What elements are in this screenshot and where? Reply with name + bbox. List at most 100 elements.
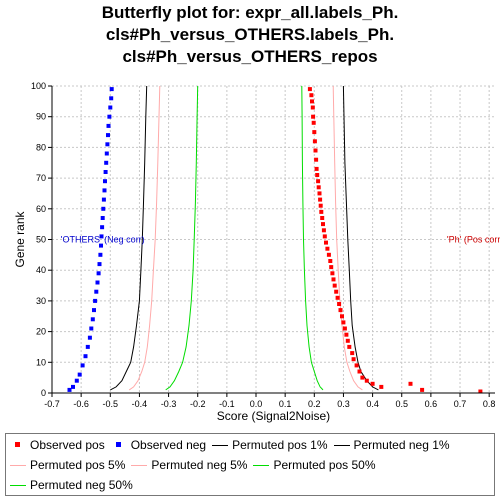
data-point-observed-pos (311, 114, 316, 119)
data-point-observed-pos (307, 87, 312, 92)
data-point-observed-pos (314, 157, 319, 162)
x-tick-label: -0.7 (44, 399, 60, 409)
data-point-observed-pos (360, 375, 365, 380)
data-point-observed-pos (314, 166, 319, 171)
x-tick-label: 0.0 (250, 399, 263, 409)
data-point-observed-neg (102, 188, 107, 193)
data-point-observed-pos (334, 289, 339, 294)
data-point-observed-neg (99, 243, 103, 248)
data-point-observed-pos (478, 389, 483, 394)
y-tick-label: 100 (31, 81, 46, 91)
data-point-observed-pos (338, 308, 343, 313)
data-point-observed-pos (319, 209, 324, 214)
legend-swatch (333, 440, 350, 450)
data-point-observed-neg (104, 160, 109, 165)
data-point-observed-neg (94, 289, 99, 294)
data-point-observed-pos (357, 369, 362, 374)
data-point-observed-pos (329, 265, 334, 270)
data-point-observed-pos (342, 326, 347, 331)
legend-label: Permuted neg 50% (30, 478, 133, 492)
data-point-observed-pos (320, 216, 325, 220)
x-tick-label: 0.7 (454, 399, 467, 409)
data-point-observed-neg (77, 372, 82, 377)
y-tick-label: 90 (36, 112, 46, 122)
data-point-observed-pos (330, 271, 335, 276)
title-line-1: Butterfly plot for: expr_all.labels_Ph. (101, 3, 399, 22)
series-line-permuted-neg-5- (128, 85, 161, 391)
legend-swatch (10, 440, 26, 450)
data-point-observed-pos (321, 228, 326, 233)
legend-row: Permuted neg 50% (10, 477, 139, 493)
data-point-observed-neg (96, 271, 101, 276)
data-point-observed-pos (364, 378, 369, 383)
data-point-observed-pos (309, 93, 314, 98)
data-point-observed-pos (332, 283, 337, 288)
data-point-observed-pos (313, 148, 318, 153)
data-point-observed-neg (103, 170, 108, 174)
y-tick-label: 10 (36, 357, 46, 367)
data-point-observed-pos (310, 99, 314, 104)
data-point-observed-neg (67, 387, 72, 392)
legend-item: Permuted neg 5% (131, 458, 247, 472)
legend-swatch (111, 440, 127, 450)
x-tick-label: 0.2 (308, 399, 321, 409)
data-point-observed-pos (335, 295, 340, 300)
x-axis-label: Score (Signal2Noise) (217, 409, 330, 423)
data-point-observed-neg (107, 114, 112, 119)
legend-row: Permuted pos 5% Permuted neg 5% Permuted p… (10, 457, 382, 473)
data-point-observed-neg (99, 234, 104, 239)
data-point-observed-pos (337, 302, 342, 306)
title-line-3: cls#Ph_versus_OTHERS_repos (122, 47, 378, 66)
data-point-observed-neg (109, 96, 114, 101)
data-point-observed-neg (93, 298, 98, 303)
legend-swatch (212, 440, 229, 450)
series-line-permuted-pos-5- (332, 85, 363, 391)
legend-item: Observed neg (111, 438, 206, 452)
annotation-label: 'OTHERS' (Neg corr) (61, 235, 145, 245)
data-point-observed-neg (105, 142, 110, 147)
data-point-observed-pos (310, 105, 315, 110)
data-point-observed-pos (316, 185, 321, 190)
data-point-observed-pos (317, 191, 322, 196)
x-tick-label: 0.5 (395, 399, 408, 409)
data-point-observed-pos (350, 351, 355, 356)
series-layer (67, 85, 483, 394)
x-tick-label: 0.3 (337, 399, 350, 409)
data-point-observed-neg (106, 123, 111, 128)
data-point-observed-neg (103, 179, 107, 184)
data-point-observed-neg (74, 378, 79, 383)
data-point-observed-pos (312, 139, 317, 144)
data-point-observed-neg (109, 87, 114, 92)
legend-item: Permuted pos 5% (10, 458, 125, 472)
data-point-observed-neg (100, 216, 105, 220)
x-tick-label: -0.5 (103, 399, 119, 409)
data-point-observed-pos (324, 240, 328, 245)
legend-item: Permuted pos 1% (212, 438, 328, 452)
y-tick-label: 70 (36, 173, 46, 183)
data-point-observed-neg (104, 151, 109, 156)
data-point-observed-pos (345, 338, 350, 343)
data-point-observed-pos (408, 381, 413, 386)
y-tick-label: 50 (36, 235, 46, 245)
data-point-observed-pos (318, 197, 323, 202)
x-tick-label: 0.4 (366, 399, 379, 409)
data-point-observed-pos (420, 387, 425, 392)
data-point-observed-pos (322, 234, 327, 239)
axes: -0.7 -0.6 -0.5 -0.4 -0.3 -0.2 -0.1 0.0 0.1 0.2 0.3… (13, 81, 495, 423)
y-tick-label: 80 (36, 142, 46, 152)
x-tick-label: -0.1 (219, 399, 235, 409)
data-point-observed-neg (87, 335, 92, 340)
data-point-observed-pos (344, 332, 349, 337)
title-line-2: cls#Ph_versus_OTHERS.labels_Ph. (105, 25, 395, 44)
data-point-observed-neg (98, 252, 103, 257)
legend-label: Observed pos (30, 438, 105, 452)
data-point-observed-pos (325, 246, 330, 251)
data-point-observed-neg (101, 206, 106, 211)
data-point-observed-pos (328, 259, 333, 263)
data-point-observed-pos (316, 179, 321, 184)
y-tick-label: 30 (36, 296, 46, 306)
series-line-permuted-pos-50- (301, 85, 324, 391)
legend-label: Permuted pos 50% (273, 458, 376, 472)
chart-title: Butterfly plot for: expr_all.labels_Ph. … (0, 2, 500, 68)
data-point-observed-neg (101, 197, 106, 202)
